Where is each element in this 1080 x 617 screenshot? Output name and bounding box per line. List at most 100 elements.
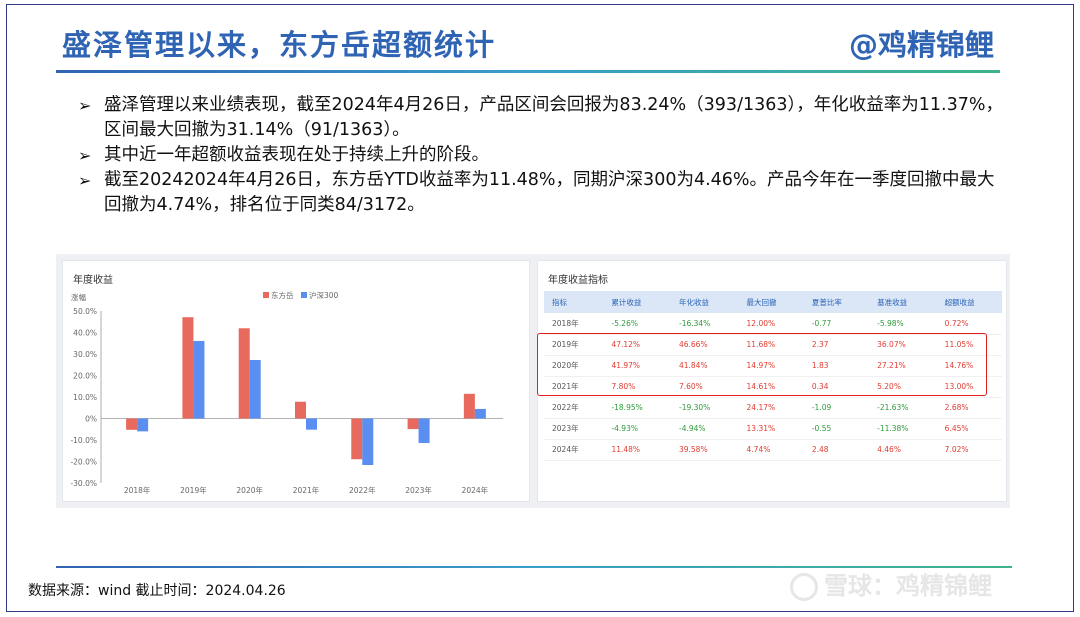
table-cell: 2022年 xyxy=(544,397,604,419)
table-cell: -5.98% xyxy=(869,313,937,335)
table-header-cell: 基准收益 xyxy=(869,291,937,313)
bar-fund xyxy=(463,393,475,419)
table-header-row: 指标 累计收益 年化收益 最大回撤 夏普比率 基准收益 超额收益 xyxy=(544,291,1002,313)
table-cell: 14.61% xyxy=(738,376,804,398)
table-cell: 14.76% xyxy=(936,355,1002,377)
table-cell: 0.34 xyxy=(803,376,870,398)
x-tick-label: 2022年 xyxy=(349,485,376,495)
table-cell: 14.97% xyxy=(738,355,804,377)
table-cell: -11.38% xyxy=(869,418,937,440)
table-header-cell: 夏普比率 xyxy=(803,291,870,313)
table-cell: 13.31% xyxy=(738,418,804,440)
table-row: 2023年 -4.93% -4.94% 13.31% -0.55 -11.38% 6.45% xyxy=(544,418,1002,440)
y-tick-label: 30.0% xyxy=(73,350,97,359)
bar-fund xyxy=(351,418,363,460)
highlight-box xyxy=(537,333,987,396)
table-cell: 11.68% xyxy=(738,334,804,356)
table-header-cell: 累计收益 xyxy=(603,291,671,313)
table-cell: -0.77 xyxy=(803,313,870,335)
bar-benchmark xyxy=(193,340,205,419)
legend-swatch xyxy=(263,292,269,298)
table-cell: 46.66% xyxy=(670,334,739,356)
title-divider xyxy=(56,70,1000,73)
table-row: 2022年 -18.95% -19.30% 24.17% -1.09 -21.63% 2.6… xyxy=(544,397,1002,419)
y-axis-label: 涨幅 xyxy=(71,292,86,302)
page-title: 盛泽管理以来，东方岳超额统计 xyxy=(62,28,497,62)
table-cell: 11.48% xyxy=(603,439,671,461)
bar-benchmark xyxy=(474,408,486,419)
legend-label: 东方岳 xyxy=(271,290,294,300)
x-tick-label: 2019年 xyxy=(180,485,207,495)
table-cell: 7.80% xyxy=(603,376,671,398)
table-cell: 39.58% xyxy=(670,439,739,461)
bullet-item: 截至20242024年4月26日，东方岳YTD收益率为11.48%，同期沪深30… xyxy=(78,168,1008,218)
table-cell: 4.74% xyxy=(738,439,804,461)
table-cell: 2.68% xyxy=(936,397,1002,419)
x-tick-label: 2020年 xyxy=(236,485,263,495)
table-cell: -18.95% xyxy=(603,397,671,419)
y-tick-label: 0% xyxy=(85,415,97,424)
table-cell: 2019年 xyxy=(544,334,604,356)
annual-metrics-panel: 年度收益指标 指标 累计收益 年化收益 最大回撤 夏普比率 基准收益 超额收益 2018年 -… xyxy=(537,260,1007,502)
table-cell: 0.72% xyxy=(936,313,1002,335)
y-tick-label: 10.0% xyxy=(73,393,97,402)
table-cell: 41.84% xyxy=(670,355,739,377)
table-cell: -5.26% xyxy=(603,313,671,335)
table-row: 2020年 41.97% 41.84% 14.97% 1.83 27.21% 14.76% xyxy=(544,355,1002,377)
legend-swatch xyxy=(301,292,307,298)
table-cell: 6.45% xyxy=(936,418,1002,440)
table-cell: 2021年 xyxy=(544,376,604,398)
watermark-text: 雪球：鸡精锦鲤 xyxy=(824,572,992,600)
table-cell: 4.46% xyxy=(869,439,937,461)
y-tick-label: -30.0% xyxy=(70,479,97,488)
chart-title: 年度收益 xyxy=(73,275,113,286)
y-tick-label: -10.0% xyxy=(70,436,97,445)
watermark: 雪球：鸡精锦鲤 xyxy=(790,566,992,601)
y-tick-label: 50.0% xyxy=(73,307,97,316)
data-source: 数据来源：wind 截止时间：2024.04.26 xyxy=(28,583,286,599)
bar-fund xyxy=(182,317,194,419)
annual-returns-chart: 涨幅 -30.0% -20.0% -10.0% 0% 10.0% 20.0% 30.0% 40.… xyxy=(70,290,503,495)
table-cell: 2020年 xyxy=(544,355,604,377)
y-tick-label: -20.0% xyxy=(70,458,97,467)
slide-frame xyxy=(6,4,1074,612)
bar-benchmark xyxy=(362,418,374,466)
x-tick-label: 2024年 xyxy=(462,485,489,495)
table-cell: 2.37 xyxy=(803,334,870,356)
table-row: 2018年 -5.26% -16.34% 12.00% -0.77 -5.98% 0.72% xyxy=(544,313,1002,335)
table-cell: 2.48 xyxy=(803,439,870,461)
table-cell: 1.83 xyxy=(803,355,870,377)
metrics-table: 指标 累计收益 年化收益 最大回撤 夏普比率 基准收益 超额收益 2018年 -5.26% -1… xyxy=(544,291,1002,461)
bar-benchmark xyxy=(249,359,261,419)
table-header-cell: 指标 xyxy=(544,291,604,313)
y-tick-label: 40.0% xyxy=(73,329,97,338)
table-header-cell: 最大回撤 xyxy=(738,291,804,313)
author-handle: @鸡精锦鲤 xyxy=(848,28,994,62)
x-tick-label: 2021年 xyxy=(293,485,320,495)
y-tick-label: 20.0% xyxy=(73,372,97,381)
table-header-cell: 超额收益 xyxy=(936,291,1002,313)
bullet-item: 其中近一年超额收益表现在处于持续上升的阶段。 xyxy=(78,143,1008,168)
legend-label: 沪深300 xyxy=(309,290,339,300)
snowball-logo-icon xyxy=(790,573,818,601)
bar-fund xyxy=(407,418,419,430)
table-cell: 13.00% xyxy=(936,376,1002,398)
bar-benchmark xyxy=(306,418,317,430)
table-cell: 12.00% xyxy=(738,313,804,335)
table-cell: 2024年 xyxy=(544,439,604,461)
table-cell: -21.63% xyxy=(869,397,937,419)
x-tick-label: 2023年 xyxy=(405,485,432,495)
table-cell: 2023年 xyxy=(544,418,604,440)
table-cell: 7.02% xyxy=(936,439,1002,461)
bar-fund xyxy=(238,328,250,419)
x-tick-label: 2018年 xyxy=(124,485,151,495)
table-cell: 24.17% xyxy=(738,397,804,419)
table-cell: 11.05% xyxy=(936,334,1002,356)
table-cell: -4.94% xyxy=(670,418,739,440)
table-title: 年度收益指标 xyxy=(548,275,608,286)
bar-benchmark xyxy=(137,418,149,432)
table-header-cell: 年化收益 xyxy=(670,291,739,313)
table-cell: -4.93% xyxy=(603,418,671,440)
footer-divider xyxy=(56,566,1012,568)
table-cell: -1.09 xyxy=(803,397,870,419)
